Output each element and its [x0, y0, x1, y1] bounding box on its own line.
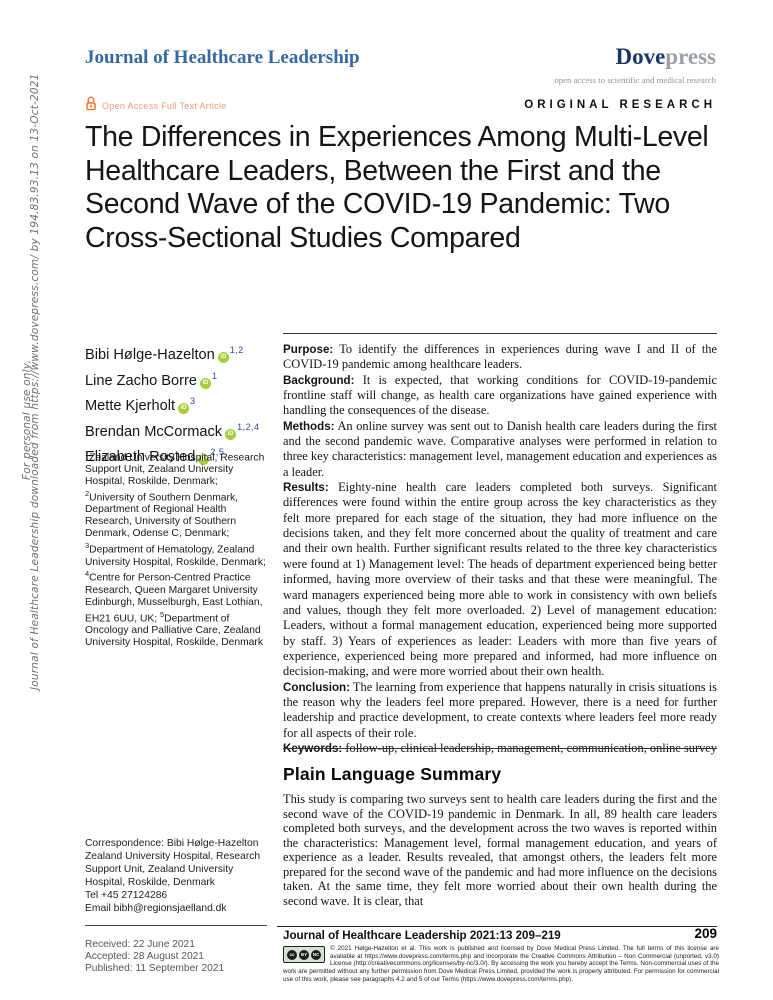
journal-reference: Journal of Healthcare Leadership 2021:13… [283, 929, 561, 942]
page-number: 209 [694, 926, 717, 941]
abstract-section-text: An online survey was sent out to Danish … [283, 418, 717, 479]
article-type-label: ORIGINAL RESEARCH [524, 99, 716, 111]
accepted-date: Accepted: 28 August 2021 [85, 950, 204, 962]
abstract-results: Results: Eighty-nine health care leaders… [283, 480, 717, 679]
abstract-background: Background: It is expected, that working… [283, 373, 717, 419]
author-affiliation-numbers: 2,5 [210, 447, 225, 458]
abstract-section-text: To identify the differences in experienc… [283, 342, 717, 372]
affiliation-text: University of Southern Denmark, Departme… [85, 492, 238, 540]
abstract-top-rule [283, 333, 717, 334]
published-date: Published: 11 September 2021 [85, 962, 225, 974]
author-row: Line Zacho Borre iD1 [85, 366, 280, 392]
abstract-bottom-rule [283, 748, 717, 749]
article-dates: Received: 22 June 2021 Accepted: 28 Augu… [85, 939, 269, 974]
abstract-methods: Methods: An online survey was sent out t… [283, 419, 717, 480]
abstract-section-text: follow-up, clinical leadership, manageme… [342, 740, 717, 755]
footer-rule [277, 926, 717, 927]
affiliation-number: 2 [85, 489, 90, 499]
abstract-section-label: Purpose: [283, 343, 334, 356]
correspondence-block: Correspondence: Bibi Hølge-Hazelton Zeal… [85, 837, 269, 916]
author-affiliation-numbers: 1,2,4 [237, 421, 260, 432]
cc-nc-icon: NC [311, 949, 321, 960]
dovepress-logo-bold: Dove [615, 44, 666, 69]
correspondence-address: Zealand University Hospital, Research Su… [85, 851, 261, 889]
plain-language-summary-heading: Plain Language Summary [283, 764, 502, 784]
copyright-block: cc BY NC © 2021 Hølge-Hazelton et al. Th… [283, 945, 719, 984]
author-row: Mette Kjerholt iD3 [85, 391, 280, 417]
author-name: Elizabeth Rosted [85, 449, 196, 466]
abstract-section-text: Eighty-nine health care leaders complete… [283, 480, 717, 679]
orcid-icon[interactable]: iD [199, 377, 211, 389]
abstract-section-label: Background: [283, 373, 355, 387]
author-list: Bibi Hølge-Hazelton iD1,2 Line Zacho Borr… [85, 340, 280, 468]
affiliation-text: Department of Oncology and Palliative Ca… [85, 612, 263, 648]
abstract-section-label: Methods: [283, 419, 335, 433]
author-row: Elizabeth Rosted iD2,5 [85, 442, 280, 468]
author-row: Brendan McCormack iD1,2,4 [85, 417, 280, 443]
abstract-conclusion: Conclusion: The learning from experience… [283, 680, 717, 741]
open-access-icon [85, 96, 97, 116]
cc-license-badge[interactable]: cc BY NC [283, 946, 325, 963]
abstract-section-text: The learning from experience that happen… [283, 679, 717, 740]
orcid-icon[interactable]: iD [225, 428, 237, 440]
copyright-text: © 2021 Hølge-Hazelton et al. This work i… [283, 945, 719, 983]
affiliation-number: 4 [85, 569, 90, 579]
dates-divider-rule [85, 925, 267, 926]
journal-name: Journal of Healthcare Leadership [85, 47, 360, 68]
author-affiliation-numbers: 1,2 [229, 345, 244, 355]
affiliation-number: 3 [85, 541, 90, 551]
orcid-icon[interactable]: iD [217, 352, 229, 363]
plain-language-summary-text: This study is comparing two surveys sent… [283, 792, 717, 908]
article-title: The Differences in Experiences Among Mul… [85, 121, 709, 254]
affiliation-number: 5 [159, 609, 165, 619]
cc-by-icon: BY [299, 949, 309, 960]
abstract-section-label: Conclusion: [283, 680, 350, 694]
author-name: Brendan McCormack [85, 423, 223, 440]
affiliation-text: Centre for Person-Centred Practice Resea… [85, 572, 263, 624]
orcid-icon[interactable]: iD [178, 403, 190, 415]
open-access-label: Open Access Full Text Article [102, 101, 227, 111]
affiliation-text: Department of Hematology, Zealand Univer… [85, 544, 266, 568]
author-name: Line Zacho Borre [85, 372, 197, 389]
abstract-section-label: Results: [283, 481, 329, 495]
author-row: Bibi Hølge-Hazelton iD1,2 [85, 340, 280, 366]
abstract-purpose: Purpose: To identify the differences in … [283, 342, 717, 373]
open-access-link[interactable]: Open Access Full Text Article [85, 96, 227, 116]
author-name: Bibi Hølge-Hazelton [85, 347, 215, 363]
author-affiliation-numbers: 1 [211, 370, 218, 381]
author-name: Mette Kjerholt [85, 398, 176, 415]
abstract: Purpose: To identify the differences in … [283, 342, 717, 756]
affiliation-number: 1 [85, 449, 90, 458]
download-stamp: Journal of Healthcare Leadership downloa… [29, 73, 41, 690]
orcid-icon[interactable]: iD [198, 454, 210, 466]
abstract-section-text: It is expected, that working conditions … [283, 372, 717, 418]
correspondence-intro: Correspondence: Bibi Hølge-Hazelton [85, 838, 259, 849]
author-affiliation-numbers: 3 [190, 396, 196, 407]
dovepress-logo: Dovepress [615, 44, 716, 70]
publisher-tagline: open access to scientific and medical re… [554, 75, 716, 85]
correspondence-tel: Tel +45 27124286 [85, 890, 168, 902]
affiliation-text: Zealand University Hospital, Research Su… [85, 452, 265, 488]
received-date: Received: 22 June 2021 [85, 939, 195, 950]
cc-icon: cc [287, 949, 297, 960]
correspondence-email[interactable]: Email bibh@regionsjaelland.dk [85, 903, 227, 915]
dovepress-logo-light: press [665, 44, 716, 69]
affiliations: 1Zealand University Hospital, Research S… [85, 448, 269, 649]
